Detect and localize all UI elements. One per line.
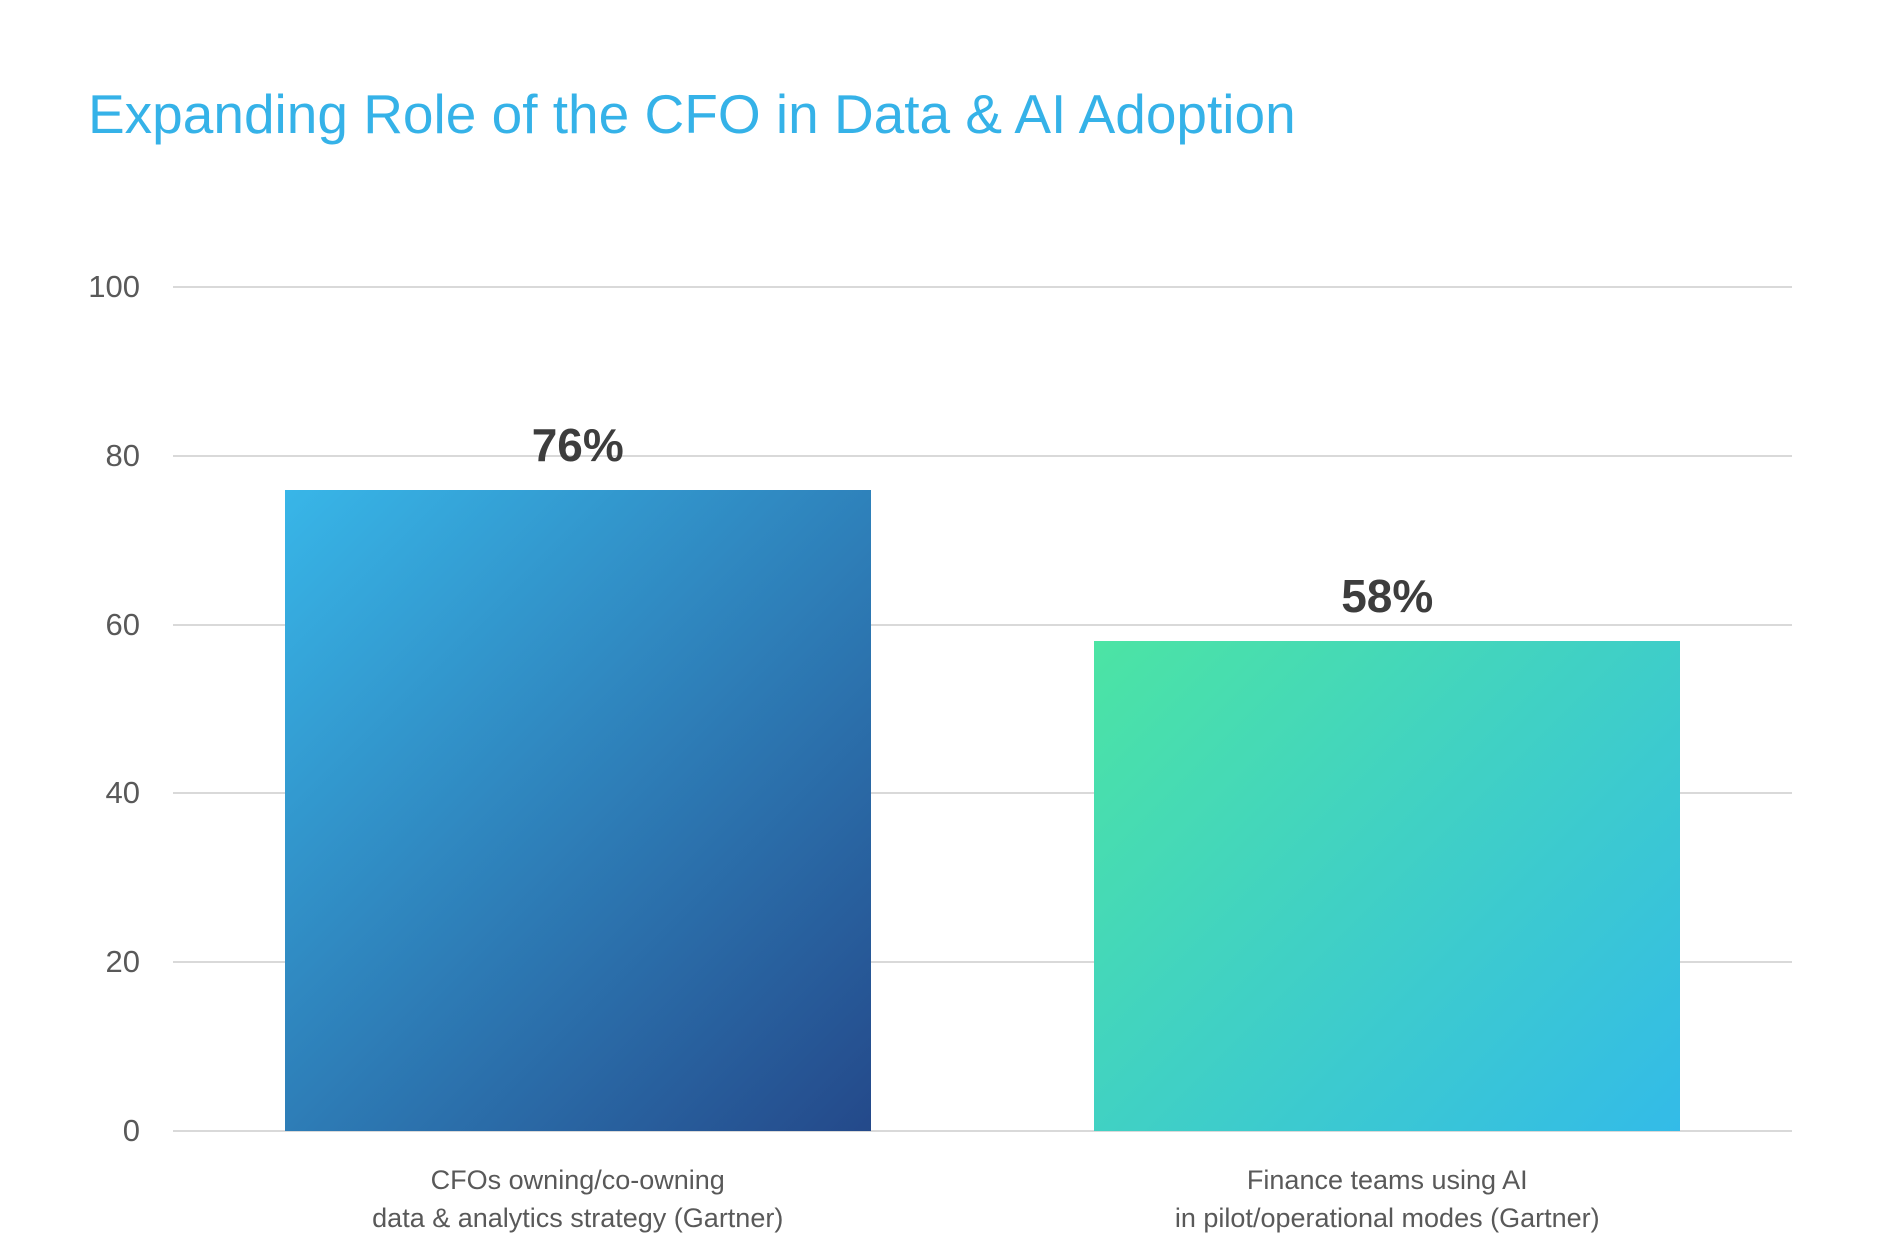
y-tick-label: 100 (88, 269, 140, 304)
bar-2 (1094, 641, 1681, 1131)
x-axis-labels: CFOs owning/co-owning data & analytics st… (173, 1161, 1792, 1251)
gridline (173, 454, 1792, 457)
category-label-line: data & analytics strategy (Gartner) (372, 1203, 784, 1233)
data-label-2: 58% (1341, 570, 1434, 623)
gridline (173, 792, 1792, 795)
chart-title: Expanding Role of the CFO in Data & AI A… (88, 83, 1296, 145)
bar-1 (284, 489, 871, 1131)
y-tick-label: 40 (105, 775, 140, 811)
y-tick-label: 80 (105, 437, 140, 473)
gridline (173, 1130, 1792, 1132)
gridline (173, 961, 1792, 964)
gridline (173, 286, 1792, 288)
category-label-line: in pilot/operational modes (Gartner) (1174, 1203, 1600, 1233)
plot-area: 0 20 40 60 80 100 76% 58% (88, 269, 1792, 1148)
category-label-line: CFOs owning/co-owning (430, 1165, 725, 1195)
y-tick-label: 0 (122, 1113, 140, 1148)
gridline (173, 623, 1792, 626)
y-tick-label: 60 (105, 606, 140, 642)
category-label-2: Finance teams using AI in pilot/operation… (1007, 1161, 1767, 1237)
category-label-1: CFOs owning/co-owning data & analytics st… (198, 1161, 958, 1237)
data-label-1: 76% (531, 418, 624, 471)
bars-container: 76% 58% (173, 287, 1792, 1131)
y-tick-label: 20 (105, 944, 140, 980)
category-label-line: Finance teams using AI (1246, 1165, 1528, 1195)
